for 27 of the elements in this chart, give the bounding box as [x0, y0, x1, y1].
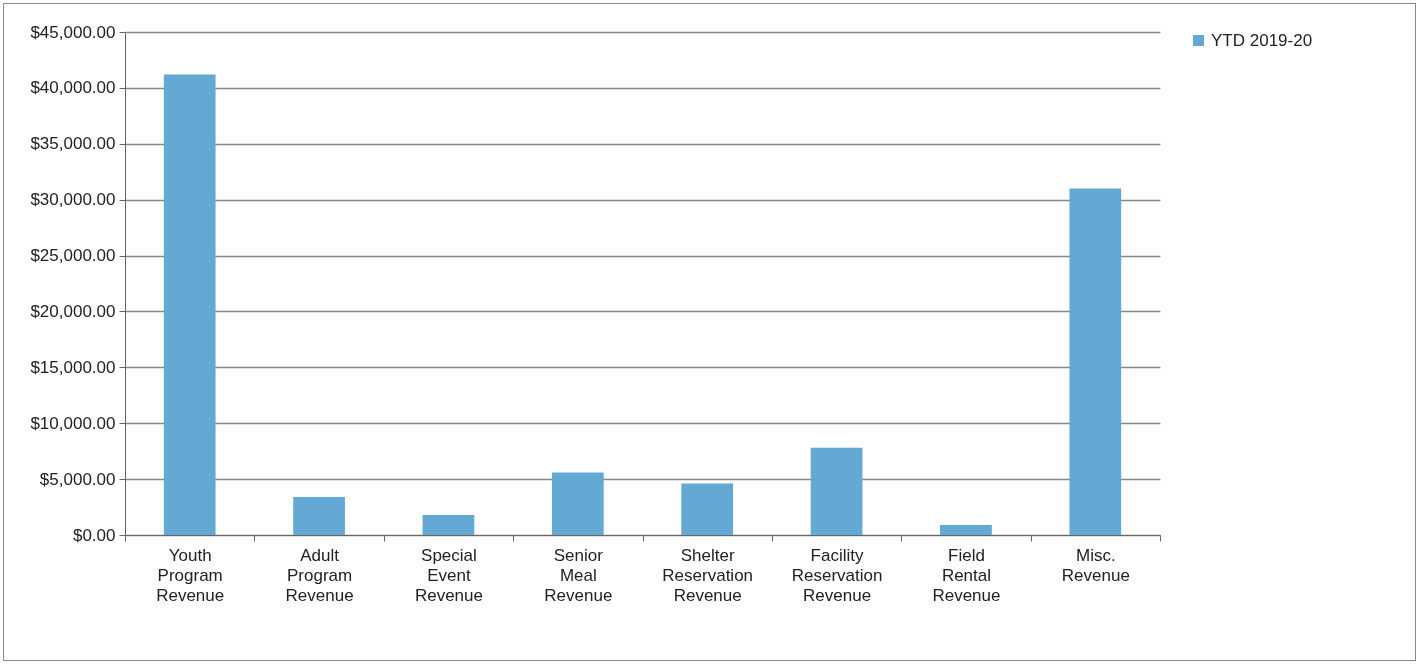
bar	[1069, 188, 1122, 535]
y-tick-label: $5,000.00	[39, 469, 116, 489]
x-tick-label: Youth Program Revenue	[156, 545, 225, 605]
x-tick-label: Facility Reservation Revenue	[791, 545, 883, 605]
y-tick-label: $0.00	[72, 525, 116, 545]
bar	[163, 74, 216, 535]
x-tick-label: Adult Program Revenue	[285, 545, 354, 605]
x-tick-label: Senior Meal Revenue	[544, 545, 613, 605]
bar	[940, 524, 992, 535]
y-tick-label: $15,000.00	[30, 357, 116, 377]
bar	[551, 472, 604, 535]
bar	[422, 514, 475, 535]
bar	[681, 483, 734, 535]
x-tick-label: Shelter Reservation Revenue	[662, 545, 754, 605]
legend-label: YTD 2019-20	[1211, 30, 1313, 50]
x-tick-label: Special Event Revenue	[414, 545, 483, 605]
y-tick-label: $40,000.00	[30, 78, 116, 98]
y-tick-label: $35,000.00	[30, 134, 116, 154]
y-tick-label: $25,000.00	[30, 246, 116, 266]
x-tick-label: Field Rental Revenue	[932, 545, 1001, 605]
x-tick-label: Misc. Revenue	[1061, 545, 1130, 585]
y-tick-label: $30,000.00	[30, 190, 116, 210]
y-tick-label: $45,000.00	[30, 22, 116, 42]
bar	[293, 497, 345, 535]
bar	[810, 447, 863, 535]
y-tick-label: $10,000.00	[30, 413, 116, 433]
y-tick-label: $20,000.00	[30, 301, 116, 321]
